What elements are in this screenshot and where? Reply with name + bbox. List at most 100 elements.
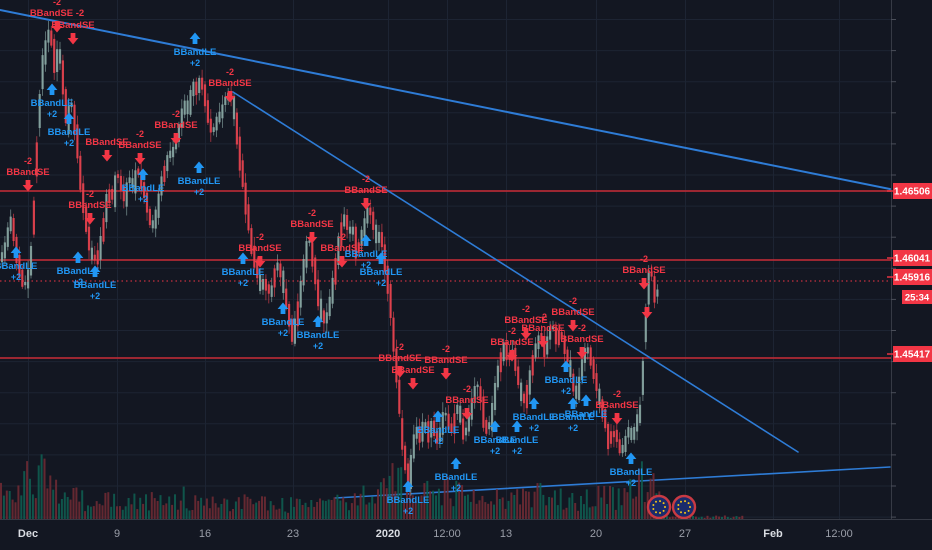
buy-arrow-icon bbox=[560, 360, 572, 372]
sell-arrow-icon bbox=[134, 153, 146, 165]
long-badge: +2 bbox=[313, 341, 323, 351]
short-signal-label: BBandSE bbox=[424, 355, 467, 366]
short-badge: -2 bbox=[338, 232, 346, 242]
volume-bars bbox=[0, 454, 744, 519]
long-signal-label: BBandLE bbox=[297, 330, 340, 341]
long-signal-label: BBandLE bbox=[435, 472, 478, 483]
sell-arrow-icon bbox=[84, 213, 96, 225]
long-badge: +2 bbox=[190, 58, 200, 68]
time-axis[interactable]: Dec 9 16 23 2020 12:00 13 20 27 Feb 12:00 bbox=[0, 519, 932, 550]
sell-arrow-icon bbox=[520, 328, 532, 340]
long-signal-label: BBandLE bbox=[57, 266, 100, 277]
long-signal-label: BBandLE bbox=[565, 409, 608, 420]
sell-arrow-icon bbox=[611, 413, 623, 425]
long-signal-label: BBandLE bbox=[513, 412, 556, 423]
short-badge: -2 bbox=[569, 296, 577, 306]
short-signal-label: BBandSE bbox=[595, 400, 638, 411]
long-signal-label: BBandLE bbox=[496, 435, 539, 446]
short-signal-label: BBandSE -2 bbox=[30, 8, 84, 19]
bar-countdown-label: 25:34 bbox=[902, 290, 932, 304]
buy-arrow-icon bbox=[567, 397, 579, 409]
short-signal-label: BBandSE bbox=[560, 334, 603, 345]
inner-trendline[interactable] bbox=[232, 91, 799, 453]
buy-arrow-icon bbox=[625, 452, 637, 464]
time-axis-label: 27 bbox=[679, 528, 691, 540]
short-signal-label: BBandSE bbox=[445, 395, 488, 406]
short-signal-label: BBandSE bbox=[51, 20, 94, 31]
buy-arrow-icon bbox=[237, 252, 249, 264]
buy-arrow-icon bbox=[450, 457, 462, 469]
short-signal-label: BBandSE bbox=[238, 243, 281, 254]
long-signal-label: BBandLE bbox=[387, 495, 430, 506]
short-signal-label: BBandSE bbox=[344, 185, 387, 196]
long-badge: +2 bbox=[238, 278, 248, 288]
price-axis-label: 1.46506 bbox=[887, 183, 932, 199]
short-badge: -2 bbox=[226, 67, 234, 77]
price-axis-label-text: 1.46506 bbox=[894, 187, 931, 198]
buy-arrow-icon bbox=[580, 394, 592, 406]
long-badge: +2 bbox=[278, 328, 288, 338]
long-badge: +2 bbox=[47, 109, 57, 119]
stickers[interactable] bbox=[646, 494, 697, 520]
sell-arrow-icon bbox=[170, 133, 182, 145]
long-signal-label: BBandLE bbox=[31, 98, 74, 109]
time-axis-label: 12:00 bbox=[433, 528, 461, 540]
short-signal-label: BBandSE bbox=[622, 265, 665, 276]
buy-arrow-icon bbox=[402, 480, 414, 492]
short-signal-label: BBandSE bbox=[290, 219, 333, 230]
sell-arrow-icon bbox=[336, 256, 348, 268]
short-badge: -2 bbox=[640, 254, 648, 264]
upper-trendline[interactable] bbox=[0, 9, 891, 190]
price-axis-label-text: 1.46041 bbox=[894, 254, 931, 265]
short-badge: -2 bbox=[442, 344, 450, 354]
buy-arrow-icon bbox=[46, 83, 58, 95]
short-badge: -2 bbox=[463, 384, 471, 394]
buy-arrow-icon bbox=[89, 265, 101, 277]
buy-arrow-icon bbox=[137, 168, 149, 180]
long-badge: +2 bbox=[361, 260, 371, 270]
short-badge: -2 bbox=[613, 389, 621, 399]
long-signal-label: BBandLE bbox=[0, 261, 37, 272]
price-axis[interactable]: 1.46506 1.46041 1.45916 1.45417 25:34 bbox=[887, 0, 932, 550]
short-signal-label: BBandSE bbox=[320, 243, 363, 254]
time-axis-label: Dec bbox=[18, 528, 38, 540]
buy-arrow-icon bbox=[189, 32, 201, 44]
short-signal-label: BBandSE bbox=[521, 323, 564, 334]
short-signal-label: BBandSE bbox=[391, 365, 434, 376]
sell-arrow-icon bbox=[306, 232, 318, 244]
price-level-lines[interactable] bbox=[0, 190, 891, 359]
long-signal-label: BBandLE bbox=[122, 183, 165, 194]
eu-flag-sticker[interactable] bbox=[671, 494, 697, 520]
long-signal-label: BBandLE bbox=[545, 375, 588, 386]
sell-arrow-icon bbox=[461, 408, 473, 420]
time-axis-label: 9 bbox=[114, 528, 120, 540]
price-axis-label-text: 1.45417 bbox=[894, 350, 931, 361]
long-signal-label: BBandLE bbox=[417, 425, 460, 436]
long-signal-label: BBandLE bbox=[222, 267, 265, 278]
long-badge: +2 bbox=[433, 436, 443, 446]
price-axis-label: 1.45417 bbox=[887, 346, 932, 362]
short-badge: -2 bbox=[172, 109, 180, 119]
long-badge: +2 bbox=[451, 483, 461, 493]
bar-countdown-text: 25:34 bbox=[905, 293, 930, 304]
short-badge: -2 bbox=[136, 129, 144, 139]
sell-arrow-icon bbox=[576, 347, 588, 359]
time-axis-label: 12:00 bbox=[825, 528, 853, 540]
eu-flag-sticker[interactable] bbox=[646, 494, 672, 520]
grid-layer bbox=[0, 0, 891, 519]
buy-arrow-icon bbox=[72, 251, 84, 263]
buy-arrow-icon bbox=[193, 161, 205, 173]
sell-arrow-icon bbox=[254, 256, 266, 268]
time-axis-label: Feb bbox=[763, 528, 783, 540]
long-signal-label: BBandLE bbox=[74, 280, 117, 291]
short-signal-label: BBandSE bbox=[154, 120, 197, 131]
buy-arrow-icon bbox=[511, 420, 523, 432]
price-axis-label: 1.45916 bbox=[887, 269, 932, 285]
time-axis-label: 2020 bbox=[376, 528, 400, 540]
buy-arrow-icon bbox=[375, 252, 387, 264]
time-axis-label: 13 bbox=[500, 528, 512, 540]
short-badge: -2 bbox=[362, 174, 370, 184]
